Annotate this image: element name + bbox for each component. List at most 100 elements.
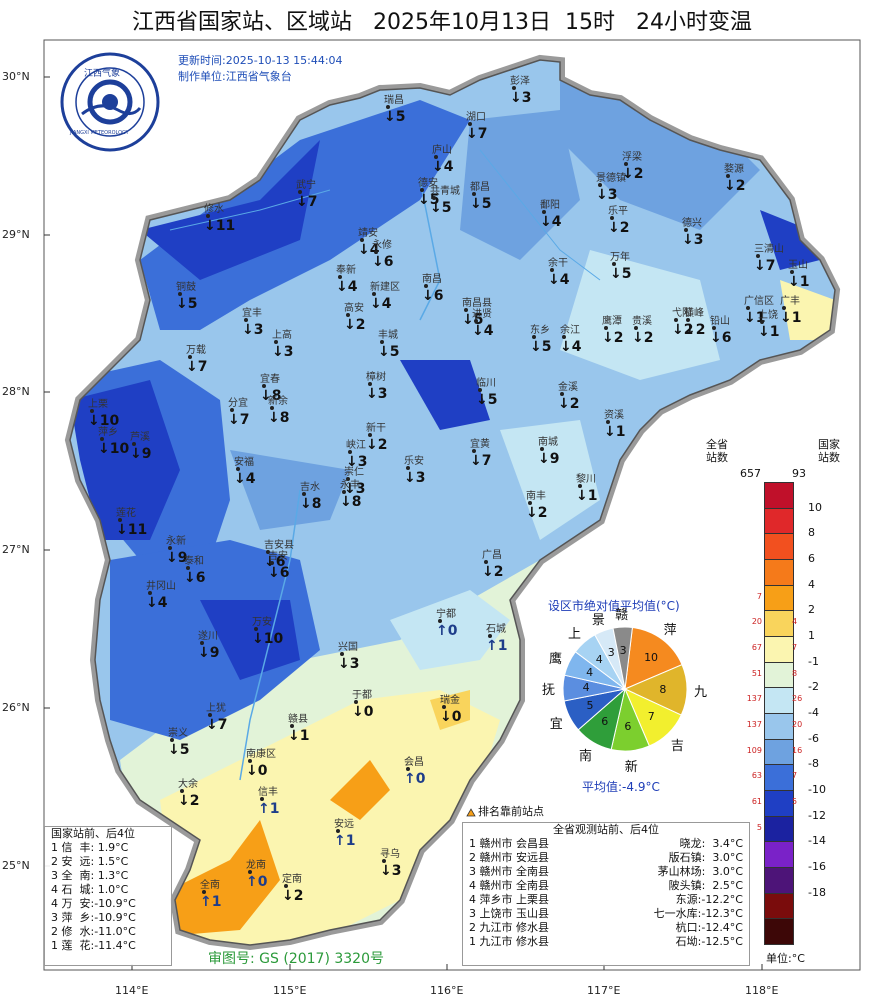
station-dot-icon: [254, 627, 258, 631]
station-name: 泰和: [184, 556, 204, 567]
station-name: 永丰: [340, 480, 360, 491]
station-dot-icon: [132, 442, 136, 446]
station-name: 南丰: [526, 491, 546, 502]
colorbar-bin: [764, 482, 794, 509]
station-dot-icon: [368, 433, 372, 437]
legend-row: 2 赣州市 安远县 版石镇: 3.0°C: [463, 851, 749, 865]
colorbar-header-nat: 国家 站数: [818, 438, 840, 464]
station-value: ↓9: [198, 645, 220, 661]
station-value: ↓4: [370, 296, 392, 312]
station-dot-icon: [712, 326, 716, 330]
station-value: ↓3: [366, 386, 388, 402]
station-value: ↓2: [344, 317, 366, 333]
pie-chart: [562, 626, 688, 752]
lon-label: 114°E: [115, 984, 149, 997]
station-value: ↓10: [98, 441, 130, 457]
station-dot-icon: [528, 501, 532, 505]
legend-row-location: 2 赣州市 安远县: [469, 851, 549, 864]
station-dot-icon: [598, 183, 602, 187]
lon-label: 115°E: [273, 984, 307, 997]
river-north: [419, 179, 441, 321]
colorbar-count-all: 7: [756, 591, 762, 601]
station-value: ↓3: [338, 656, 360, 672]
colorbar-count-nat: 4: [792, 617, 798, 627]
legend-row: 3 萍 乡:-10.9°C: [51, 911, 136, 924]
station-dot-icon: [374, 250, 378, 254]
station-value: ↓2: [366, 437, 388, 453]
pie-slice-label: 九: [693, 685, 707, 701]
station-dot-icon: [186, 566, 190, 570]
colorbar-tick: -12: [808, 808, 826, 822]
station-value: ↓7: [206, 717, 228, 733]
colorbar-tick: -10: [808, 783, 826, 796]
legend-row: 4 石 城: 1.0°C: [51, 883, 129, 896]
station-dot-icon: [610, 216, 614, 220]
river-gan: [239, 489, 301, 781]
station-name: 景德镇: [596, 173, 626, 184]
colorbar-bin: [764, 661, 794, 689]
station-value: ↓10: [252, 631, 284, 647]
colorbar-count-all: 5: [756, 822, 762, 832]
station-name: 万载: [186, 345, 206, 356]
legend-row-location: 2 九江市 修水县: [469, 921, 549, 934]
colorbar-bin: [764, 867, 794, 894]
colorbar-unit: 单位:°C: [766, 952, 805, 965]
station-dot-icon: [488, 634, 492, 638]
station-name: 安福: [234, 457, 254, 468]
station-dot-icon: [420, 188, 424, 192]
colorbar-count-nat: 5: [792, 796, 798, 806]
station-value: ↑1: [200, 894, 222, 910]
colorbar-bin: [764, 533, 794, 560]
colorbar-bin: [764, 559, 794, 586]
lat-label: 30°N: [2, 70, 30, 83]
legend-row-location: 1 赣州市 会昌县: [469, 837, 549, 850]
station-value: ↓2: [622, 166, 644, 182]
station-value: ↓5: [176, 296, 198, 312]
station-name: 崇义: [168, 728, 188, 739]
lat-label: 26°N: [2, 701, 30, 714]
station-dot-icon: [346, 477, 350, 481]
station-value: ↓2: [526, 505, 548, 521]
pie-average: 平均值:-4.9°C: [582, 780, 660, 794]
lat-label: 28°N: [2, 385, 30, 398]
colorbar-count-nat: 7: [792, 642, 798, 652]
station-value: ↓6: [422, 288, 444, 304]
station-dot-icon: [438, 619, 442, 623]
station-dot-icon: [346, 313, 350, 317]
river-rao: [479, 149, 601, 281]
station-dot-icon: [756, 254, 760, 258]
pie-slice-label: 赣: [615, 608, 629, 624]
colorbar-count-all: 137: [746, 719, 762, 729]
province-border: [69, 59, 836, 946]
station-name: 余江: [560, 325, 580, 336]
river-xiu: [169, 189, 331, 231]
station-name: 寻乌: [380, 849, 400, 860]
station-name: 定南: [282, 874, 302, 885]
station-dot-icon: [550, 268, 554, 272]
station-value: ↓4: [336, 279, 358, 295]
station-name: 瑞昌: [384, 95, 404, 106]
pie-slice-value: 5: [586, 698, 594, 712]
station-dot-icon: [686, 318, 690, 322]
station-dot-icon: [302, 492, 306, 496]
station-dot-icon: [406, 466, 410, 470]
station-name: 广昌: [482, 550, 502, 561]
station-value: ↑1: [258, 801, 280, 817]
station-dot-icon: [336, 829, 340, 833]
station-dot-icon: [606, 420, 610, 424]
pie-slice-value: 6: [601, 714, 609, 728]
station-dot-icon: [188, 355, 192, 359]
colorbar-count-nat: 7: [792, 771, 798, 781]
station-dot-icon: [484, 560, 488, 564]
colorbar-tick: -6: [808, 731, 819, 745]
station-name: 彭泽: [510, 76, 530, 87]
station-name: 资溪: [604, 410, 624, 421]
station-value: ↓8: [340, 494, 362, 510]
pie-slice-label: 抚: [542, 682, 556, 698]
colorbar-count-nat: 26: [792, 694, 803, 704]
legend-row: 1 九江市 修水县 石坳:-12.5°C: [463, 935, 749, 949]
station-name: 于都: [352, 690, 372, 701]
colorbar-tick: 1: [808, 629, 815, 642]
national-station-legend: 国家站前、后4位 1 信 丰: 1.9°C 2 安 远: 1.5°C 3 全 南…: [44, 826, 172, 966]
station-value: ↓6: [264, 554, 286, 570]
